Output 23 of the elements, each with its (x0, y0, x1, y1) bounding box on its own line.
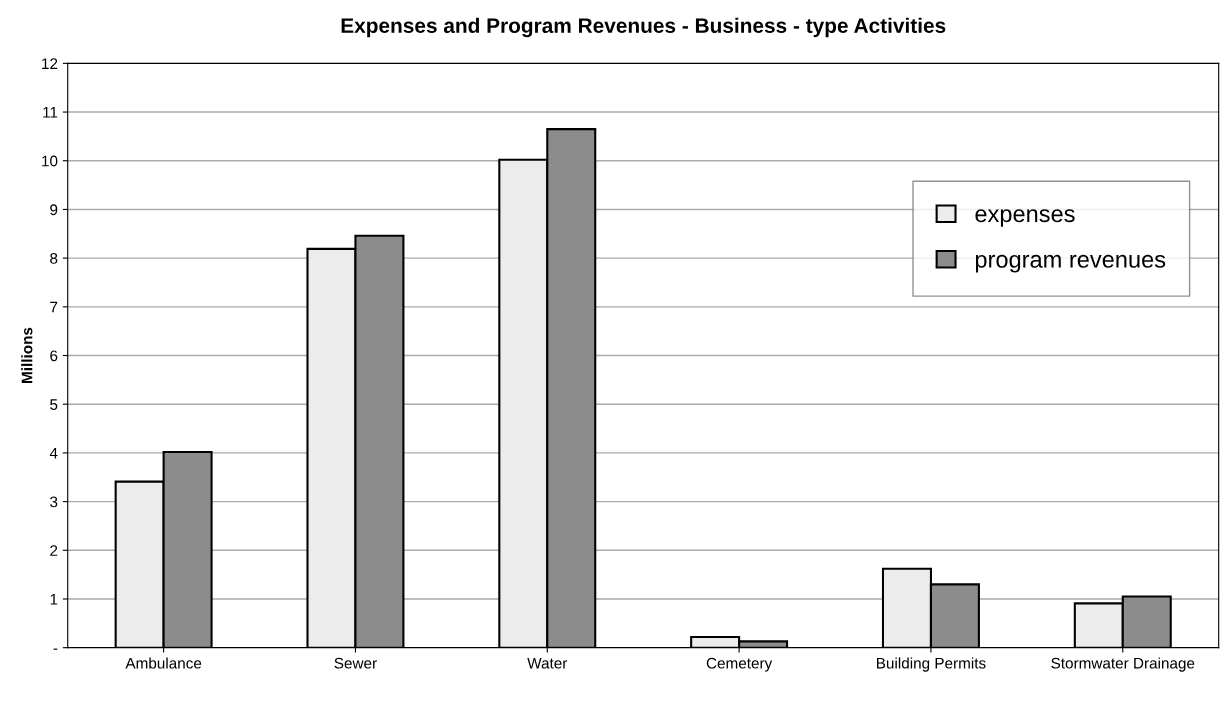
chart-title: Expenses and Program Revenues - Business - type Activities (341, 17, 946, 38)
y-tick-label: 12 (42, 58, 58, 69)
legend-label: expenses (975, 209, 1075, 227)
y-axis-title: Millions (21, 327, 33, 383)
legend-label: program revenues (975, 254, 1166, 273)
y-tick-label: 4 (49, 447, 58, 459)
y-tick-label: 9 (50, 204, 58, 216)
x-tick-label: Sewer (334, 657, 377, 669)
y-tick-label: - (53, 648, 58, 650)
y-tick-label: 7 (50, 301, 58, 313)
x-tick-label: Building Permits (877, 657, 986, 672)
y-tick-label: 3 (50, 496, 58, 508)
x-tick-label: Cemetery (706, 657, 773, 672)
x-tick-label: Stormwater Drainage (1051, 657, 1195, 672)
y-tick-label: 2 (50, 545, 58, 556)
y-tick-label: 6 (50, 350, 58, 362)
y-tick-label: 5 (50, 399, 58, 410)
y-tick-label: 10 (42, 155, 58, 167)
y-tick-label: 1 (50, 594, 58, 605)
x-tick-label: Water (527, 657, 568, 669)
y-tick-label: 8 (50, 253, 58, 264)
y-tick-label: 11 (43, 107, 58, 118)
x-tick-label: Ambulance (125, 657, 202, 669)
